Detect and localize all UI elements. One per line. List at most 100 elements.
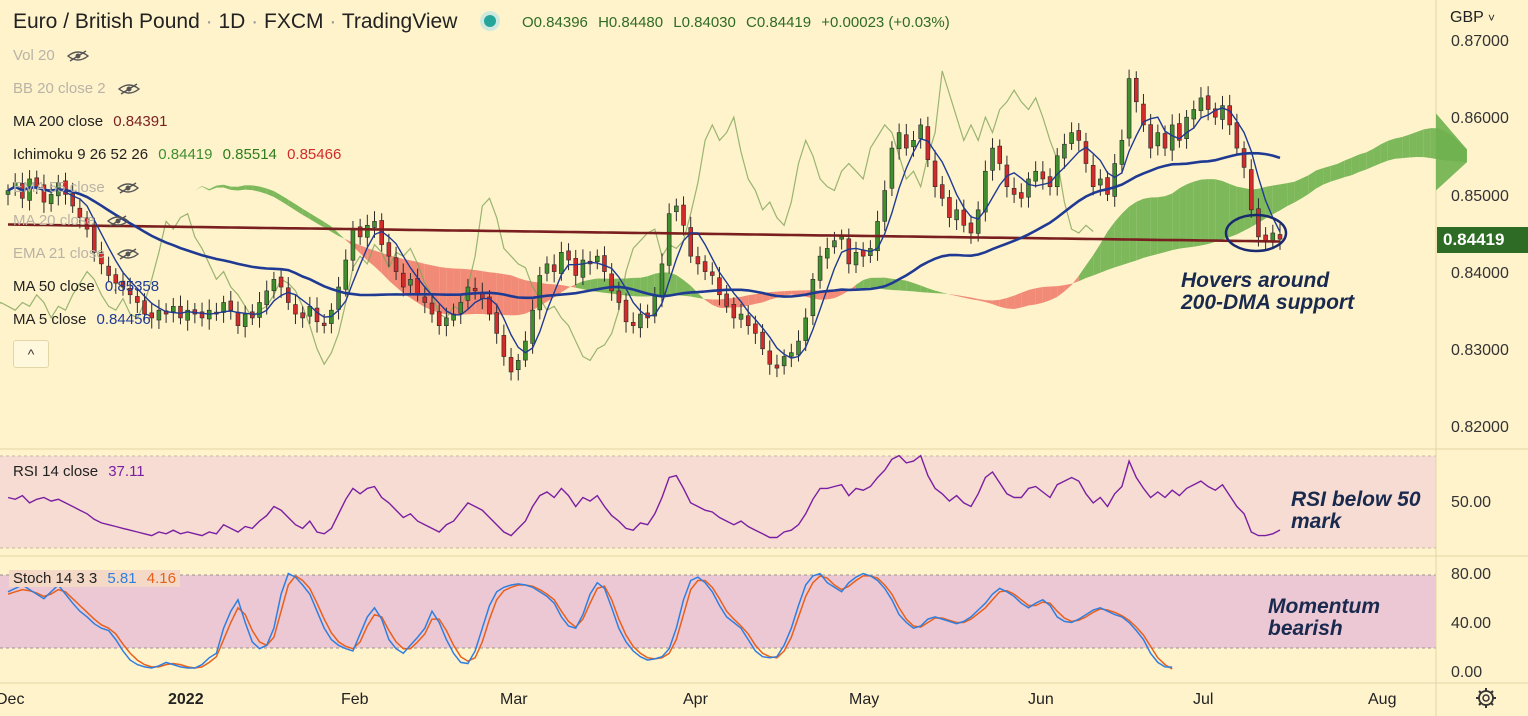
hidden-eye-icon[interactable] [117,83,140,95]
candle-body [961,209,967,226]
legend-bb[interactable]: BB 20 close 2 [13,80,140,97]
kumo-segment [360,245,368,261]
candle-body [1220,105,1225,120]
legend-ma20[interactable]: MA 20 close [13,212,129,229]
kumo-segment [863,277,871,288]
candle-body [1134,77,1139,103]
symbol-title[interactable]: Euro / British Pound [13,10,200,33]
candle-body [1126,78,1132,139]
kumo-segment [899,279,907,291]
currency-selector[interactable]: GBP ˅ [1450,9,1495,26]
candle-body [300,312,305,319]
candle-body [1076,130,1082,141]
candle-body [760,331,765,350]
note-200dma: Hovers around 200-DMA support [1181,269,1355,314]
kumo-segment [338,233,346,241]
candle-body [738,313,744,320]
legend-vol[interactable]: Vol 20 [13,47,89,64]
legend-ema55[interactable]: EMA 55 close [13,179,139,196]
candle-body [257,302,262,318]
kumo-segment [1136,198,1144,261]
candle-body [472,287,478,292]
kumo-segment [216,184,224,188]
kumo-segment [1186,181,1194,248]
hidden-eye-icon[interactable] [66,50,89,62]
candle-body [1184,116,1189,139]
price-tick-label: 0.82000 [1451,419,1509,436]
kumo-segment [1351,154,1360,176]
candle-body [372,221,377,228]
candle-body [745,315,751,326]
candle-body [1011,187,1017,195]
price-tick-label: 0.85000 [1451,188,1509,205]
kumo-segment [748,294,756,306]
candle-body [688,227,693,257]
ma200-value: 0.84391 [113,113,168,130]
hidden-eye-icon[interactable] [116,248,139,260]
legend-rsi[interactable]: RSI 14 close 37.11 [13,463,145,480]
candle-body [149,312,154,319]
candle-body [408,279,413,286]
kumo-segment [741,295,749,308]
candle-body [178,305,183,319]
stoch-d-value: 4.16 [146,570,176,587]
candle-body [559,252,564,274]
kumo-segment [992,299,1000,307]
candle-body [422,296,428,303]
ma5-line [7,107,1281,359]
candle-body [638,313,643,329]
kumo-segment [1028,288,1036,306]
candle-body [1256,208,1261,238]
candle-body [1054,155,1060,188]
candle-body [142,300,147,315]
gear-icon[interactable] [1476,688,1496,708]
kumo-segment [1179,184,1187,249]
hidden-eye-icon[interactable] [106,215,129,227]
candle-body [882,190,888,222]
kumo-segment [1272,184,1280,215]
candle-body [803,317,808,341]
kumo-segment [1402,134,1410,159]
collapse-legend-button[interactable]: ^ [13,340,49,368]
kumo-segment [1308,170,1316,194]
candle-body [595,255,600,263]
candle-body [968,222,974,234]
candle-body [1148,124,1153,149]
support-highlight-ellipse [1224,213,1288,253]
kumo-segment [1265,185,1273,219]
legend-ma5[interactable]: MA 5 close 0.84456 [13,311,151,328]
candle-body [990,147,995,171]
legend-ma50[interactable]: MA 50 close 0.85358 [13,278,160,295]
kumo-segment [417,261,425,308]
kumo-segment [1236,186,1245,235]
legend-stoch[interactable]: Stoch 14 3 3 5.81 4.16 [9,570,180,587]
kumo-segment [273,191,282,202]
candle-body [444,317,449,327]
legend-ma200[interactable]: MA 200 close 0.84391 [13,113,168,130]
kumo-segment [1057,285,1065,297]
candle-body [293,304,298,315]
candle-body [997,145,1002,164]
candle-body [1112,163,1117,197]
candle-body [1155,132,1161,147]
stoch-k-line [7,572,1173,669]
ichimoku-value-1: 0.84419 [158,146,213,163]
platform-label: TradingView [341,10,458,33]
candle-body [63,180,68,195]
candle-body [1090,165,1096,187]
hidden-eye-icon[interactable] [116,182,139,194]
ohlc-change: +0.00023 (+0.03%) [821,14,950,31]
kumo-segment [1366,148,1374,170]
candle-body [1047,176,1053,187]
candle-body [501,335,507,357]
kumo-segment [1387,138,1395,161]
candle-body [365,224,370,238]
kumo-segment [223,184,231,190]
kumo-segment [230,186,238,191]
kumo-segment [1157,196,1166,255]
interval-label[interactable]: 1D [218,10,246,33]
legend-ema21[interactable]: EMA 21 close [13,245,139,262]
candle-body [609,273,614,292]
legend-ichimoku[interactable]: Ichimoku 9 26 52 26 0.84419 0.85514 0.85… [13,146,342,163]
